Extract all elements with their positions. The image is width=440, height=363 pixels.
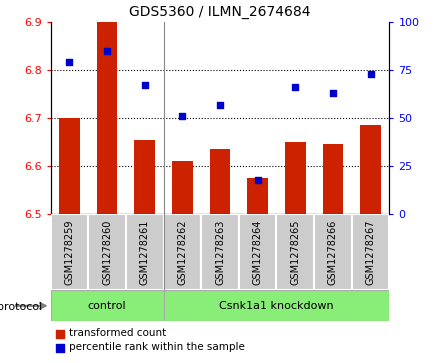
Point [216, 102, 224, 107]
FancyBboxPatch shape [88, 214, 126, 290]
FancyBboxPatch shape [276, 214, 314, 290]
Point [103, 48, 110, 54]
Legend: transformed count, percentile rank within the sample: transformed count, percentile rank withi… [56, 328, 245, 352]
Point [367, 71, 374, 77]
Point [66, 59, 73, 65]
Text: GSM1278261: GSM1278261 [140, 220, 150, 285]
Bar [247, 178, 268, 214]
Text: control: control [88, 301, 126, 311]
Point [292, 84, 299, 90]
Point [179, 113, 186, 119]
Bar [59, 118, 80, 214]
Text: GSM1278267: GSM1278267 [366, 220, 376, 285]
Point [330, 90, 337, 96]
Text: protocol: protocol [0, 302, 42, 312]
Point [254, 177, 261, 183]
Bar [360, 125, 381, 214]
Point [141, 82, 148, 88]
FancyBboxPatch shape [164, 214, 201, 290]
Text: GSM1278266: GSM1278266 [328, 220, 338, 285]
Bar [209, 149, 231, 214]
Title: GDS5360 / ILMN_2674684: GDS5360 / ILMN_2674684 [129, 5, 311, 19]
Bar [323, 144, 343, 214]
FancyBboxPatch shape [51, 290, 164, 321]
Text: GSM1278263: GSM1278263 [215, 220, 225, 285]
FancyBboxPatch shape [51, 214, 88, 290]
Text: GSM1278265: GSM1278265 [290, 220, 300, 285]
Bar [285, 142, 306, 214]
FancyBboxPatch shape [352, 214, 389, 290]
Text: GSM1278260: GSM1278260 [102, 220, 112, 285]
Bar [97, 22, 117, 214]
FancyBboxPatch shape [314, 214, 352, 290]
Text: Csnk1a1 knockdown: Csnk1a1 knockdown [219, 301, 334, 311]
Bar [134, 140, 155, 214]
Text: GSM1278262: GSM1278262 [177, 220, 187, 285]
Bar [172, 161, 193, 214]
FancyBboxPatch shape [164, 290, 389, 321]
Text: GSM1278259: GSM1278259 [64, 220, 74, 285]
FancyBboxPatch shape [126, 214, 164, 290]
FancyBboxPatch shape [201, 214, 239, 290]
Text: GSM1278264: GSM1278264 [253, 220, 263, 285]
FancyBboxPatch shape [239, 214, 276, 290]
